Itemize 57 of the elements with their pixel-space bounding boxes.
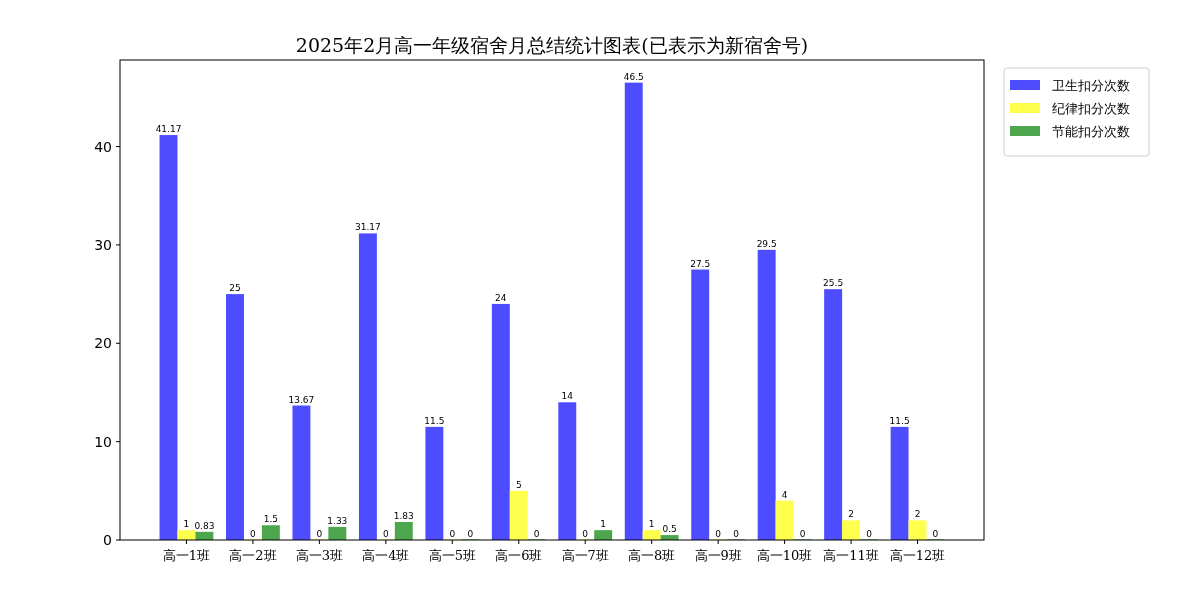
data-label: 0 — [932, 529, 939, 539]
data-label: 41.17 — [155, 124, 182, 135]
x-tick-label: 高一2班 — [229, 548, 277, 563]
data-label: 13.67 — [288, 394, 315, 405]
x-tick-label: 高一12班 — [889, 548, 946, 563]
data-label: 0 — [250, 529, 257, 539]
y-tick-label: 40 — [94, 138, 112, 155]
legend-label: 纪律扣分次数 — [1052, 101, 1130, 116]
x-tick-label: 高一10班 — [756, 548, 813, 563]
data-label: 46.5 — [623, 71, 644, 82]
data-label: 0 — [467, 529, 474, 539]
data-label: 27.5 — [690, 258, 711, 269]
data-label: 1 — [648, 519, 655, 530]
data-label: 0 — [799, 529, 806, 539]
x-tick-label: 高一11班 — [823, 548, 879, 563]
legend-label: 节能扣分次数 — [1052, 124, 1130, 139]
data-label: 1.33 — [327, 515, 348, 526]
data-label: 0 — [382, 529, 389, 539]
data-label: 25.5 — [823, 278, 844, 289]
data-label: 11.5 — [889, 415, 910, 426]
y-tick-label: 10 — [94, 433, 112, 450]
x-tick-label: 高一4班 — [362, 548, 410, 563]
data-label: 2 — [914, 509, 921, 520]
legend-label: 卫生扣分次数 — [1052, 78, 1130, 93]
data-label: 2 — [848, 509, 854, 520]
data-label: 0 — [715, 529, 722, 539]
data-label: 14 — [561, 391, 574, 402]
data-label: 1.5 — [263, 514, 279, 525]
data-label: 1.83 — [393, 511, 414, 521]
data-label: 1 — [183, 519, 190, 530]
data-label: 0.5 — [662, 524, 677, 535]
data-label: 0 — [866, 529, 873, 539]
x-tick-label: 高一8班 — [628, 548, 676, 563]
y-tick-label: 30 — [94, 236, 112, 253]
y-tick-label: 20 — [94, 335, 112, 352]
x-tick-label: 高一3班 — [295, 548, 344, 563]
data-label: 11.5 — [424, 415, 445, 426]
data-label: 0 — [733, 529, 740, 539]
chart-title: 2025年2月高一年级宿舍月总结统计图表(已表示为新宿舍号) — [295, 34, 809, 56]
data-label: 24 — [495, 292, 507, 303]
data-label: 0 — [533, 529, 540, 539]
data-label: 0 — [316, 529, 323, 539]
x-tick-label: 高一5班 — [428, 548, 476, 563]
data-label: 4 — [781, 489, 788, 500]
x-tick-label: 高一1班 — [162, 548, 211, 563]
data-label: 31.17 — [355, 222, 381, 233]
data-label: 5 — [515, 479, 522, 490]
y-tick-label: 0 — [103, 532, 112, 548]
x-tick-label: 高一9班 — [694, 548, 742, 563]
x-tick-label: 高一7班 — [561, 548, 609, 563]
data-label: 1 — [600, 519, 607, 530]
x-tick-label: 高一6班 — [495, 548, 543, 563]
data-label: 0 — [582, 529, 589, 539]
data-label: 0 — [449, 529, 456, 539]
data-label: 0.83 — [194, 520, 215, 531]
data-label: 29.5 — [756, 238, 777, 249]
data-label: 25 — [229, 283, 241, 294]
